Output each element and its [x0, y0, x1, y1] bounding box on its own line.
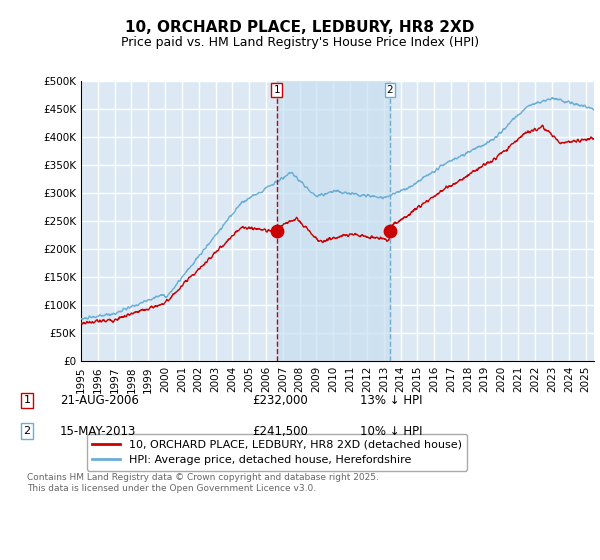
Point	[272, 226, 281, 235]
Legend: 10, ORCHARD PLACE, LEDBURY, HR8 2XD (detached house), HPI: Average price, detach: 10, ORCHARD PLACE, LEDBURY, HR8 2XD (det…	[86, 434, 467, 470]
Text: 13% ↓ HPI: 13% ↓ HPI	[360, 394, 422, 407]
Text: Contains HM Land Registry data © Crown copyright and database right 2025.
This d: Contains HM Land Registry data © Crown c…	[27, 473, 379, 493]
Text: 1: 1	[274, 86, 280, 95]
Bar	[277, 81, 390, 361]
Text: 1: 1	[23, 395, 31, 405]
Text: 10% ↓ HPI: 10% ↓ HPI	[360, 424, 422, 438]
Text: £241,500: £241,500	[252, 424, 308, 438]
Text: 2: 2	[386, 86, 393, 95]
Text: 10, ORCHARD PLACE, LEDBURY, HR8 2XD: 10, ORCHARD PLACE, LEDBURY, HR8 2XD	[125, 20, 475, 35]
Text: 2: 2	[23, 426, 31, 436]
Text: 15-MAY-2013: 15-MAY-2013	[60, 424, 136, 438]
Text: 21-AUG-2006: 21-AUG-2006	[60, 394, 139, 407]
Point	[385, 226, 395, 235]
Text: Price paid vs. HM Land Registry's House Price Index (HPI): Price paid vs. HM Land Registry's House …	[121, 36, 479, 49]
Text: £232,000: £232,000	[252, 394, 308, 407]
